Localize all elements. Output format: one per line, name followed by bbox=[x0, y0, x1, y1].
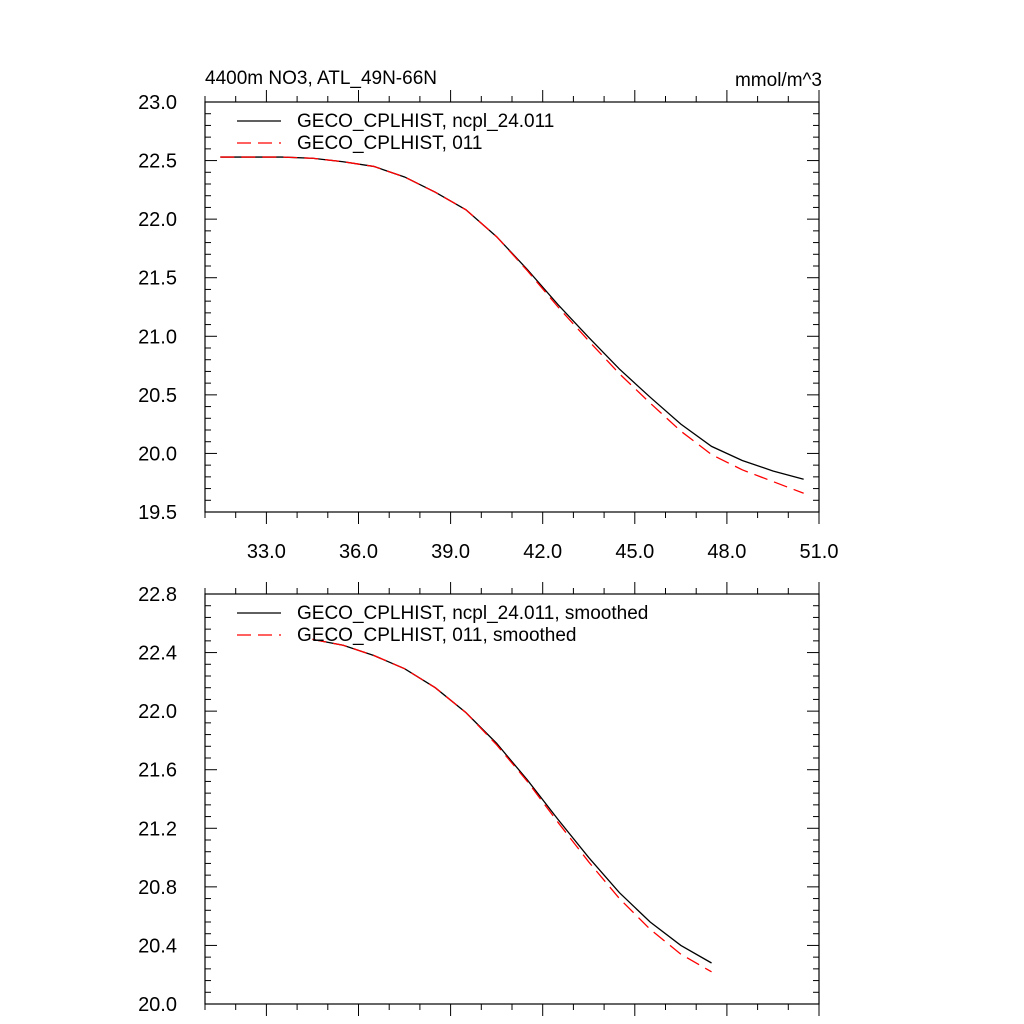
major-ticks bbox=[205, 90, 820, 524]
y-tick-label: 21.6 bbox=[138, 760, 177, 782]
y-tick-label: 22.8 bbox=[138, 584, 177, 606]
legend: GECO_CPLHIST, ncpl_24.011, smoothedGECO_… bbox=[237, 603, 648, 646]
y-tick-label: 21.0 bbox=[138, 326, 177, 348]
series-line-0 bbox=[312, 638, 712, 964]
x-tick-label: 42.0 bbox=[523, 541, 562, 563]
x-tick-label: 36.0 bbox=[339, 541, 378, 563]
legend-label: GECO_CPLHIST, 011 bbox=[297, 133, 483, 154]
y-tick-label: 22.0 bbox=[138, 701, 177, 723]
legend-label: GECO_CPLHIST, ncpl_24.011 bbox=[297, 111, 554, 132]
major-ticks bbox=[205, 582, 820, 1016]
y-tick-label: 20.0 bbox=[138, 994, 177, 1016]
legend-label: GECO_CPLHIST, ncpl_24.011, smoothed bbox=[297, 603, 648, 624]
series-line-0 bbox=[220, 156, 804, 480]
minor-ticks bbox=[204, 588, 819, 1010]
y-tick-label: 20.0 bbox=[138, 443, 177, 465]
y-tick-label: 20.8 bbox=[138, 877, 177, 899]
y-tick-label: 20.4 bbox=[138, 935, 177, 957]
y-tick-label: 20.5 bbox=[138, 385, 177, 407]
legend-label: GECO_CPLHIST, 011, smoothed bbox=[297, 625, 577, 646]
units-label: mmol/m^3 bbox=[735, 70, 822, 91]
series-line-1 bbox=[312, 638, 712, 973]
x-tick-label: 45.0 bbox=[615, 541, 654, 563]
y-tick-label: 22.0 bbox=[138, 209, 177, 231]
series-lines bbox=[312, 638, 712, 973]
series-line-1 bbox=[220, 156, 804, 494]
top-chart-panel: 4400m NO3, ATL_49N-66N mmol/m^3 19.5 20.0… bbox=[138, 68, 838, 563]
x-tick-label: 33.0 bbox=[247, 541, 286, 563]
x-tick-labels: 33.0 36.0 39.0 42.0 45.0 48.0 51.0 bbox=[247, 541, 839, 563]
y-tick-label: 22.5 bbox=[138, 151, 177, 173]
x-tick-label: 51.0 bbox=[800, 541, 839, 563]
y-tick-labels: 20.0 20.4 20.8 21.2 21.6 22.0 22.4 22.8 bbox=[138, 584, 177, 1016]
x-tick-label: 39.0 bbox=[431, 541, 470, 563]
y-tick-labels: 19.5 20.0 20.5 21.0 21.5 22.0 22.5 23.0 bbox=[138, 92, 177, 524]
plot-frame bbox=[204, 101, 820, 513]
y-tick-label: 21.5 bbox=[138, 268, 177, 290]
y-tick-label: 21.2 bbox=[138, 818, 177, 840]
plot-frame bbox=[204, 593, 820, 1005]
chart-title: 4400m NO3, ATL_49N-66N bbox=[205, 68, 437, 89]
y-tick-label: 22.4 bbox=[138, 643, 177, 665]
y-tick-label: 19.5 bbox=[138, 502, 177, 524]
series-lines bbox=[220, 156, 804, 494]
y-tick-label: 23.0 bbox=[138, 92, 177, 114]
x-tick-label: 48.0 bbox=[707, 541, 746, 563]
minor-ticks bbox=[204, 96, 819, 518]
bottom-chart-panel: 20.0 20.4 20.8 21.2 21.6 22.0 22.4 22.8 GECO_CP… bbox=[138, 582, 820, 1016]
